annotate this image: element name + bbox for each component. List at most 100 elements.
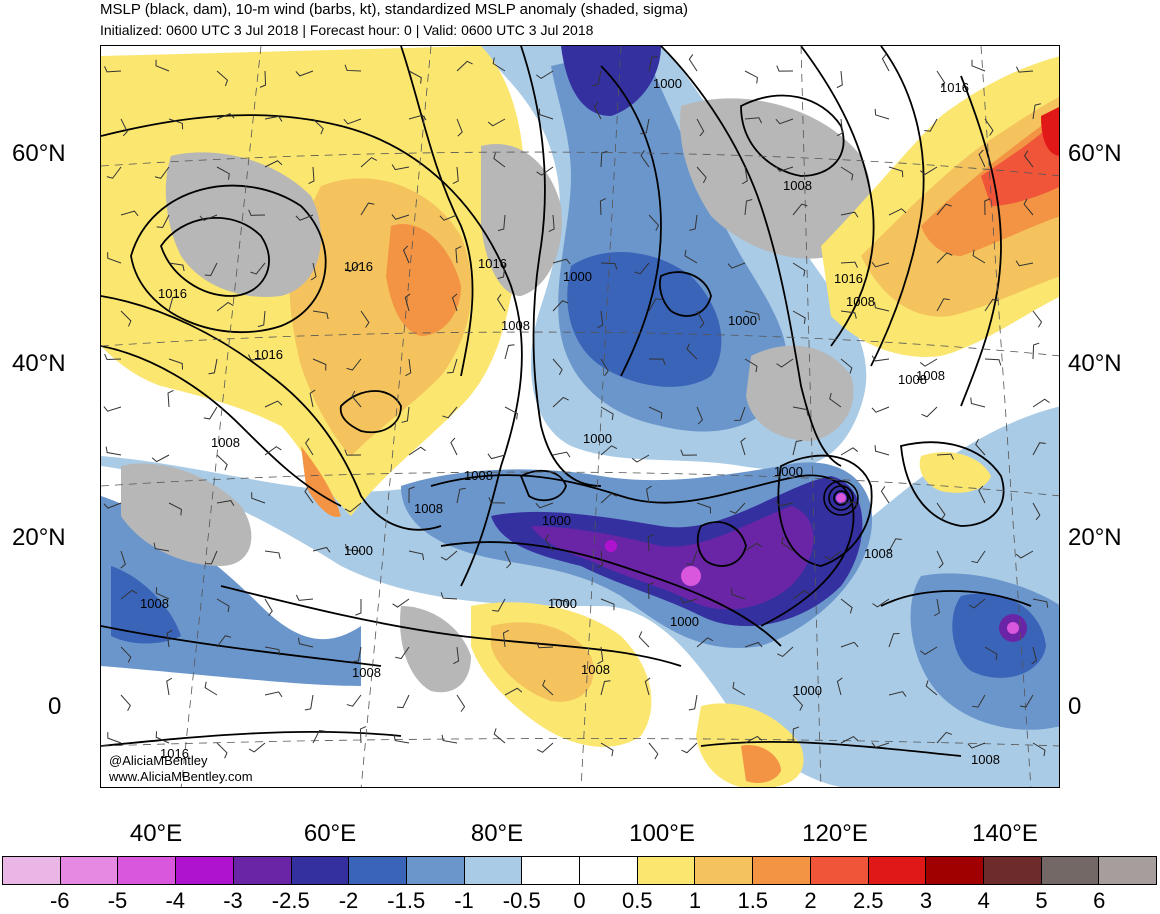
colorbar-label: 1.5 <box>737 888 769 913</box>
wind-barb <box>295 70 314 77</box>
credit-website: www.AliciaMBentley.com <box>109 769 253 784</box>
anomaly-blue-north <box>561 46 661 116</box>
wind-barb <box>552 258 571 265</box>
wind-barb <box>648 298 662 312</box>
wind-barb <box>936 453 954 460</box>
wind-barb <box>446 358 458 374</box>
colorbar-label: -2 <box>338 888 359 913</box>
wind-barb <box>304 486 314 504</box>
typhoon-center <box>836 493 846 503</box>
wind-barb <box>456 118 463 137</box>
wind-barb <box>775 166 794 172</box>
lat-label-left: 0 <box>48 693 62 720</box>
wind-barb <box>840 310 857 319</box>
wind-barb <box>155 59 170 72</box>
wind-barb <box>936 70 946 88</box>
wind-barb <box>840 598 853 614</box>
colorbar-label: 4 <box>977 888 990 913</box>
wind-barb <box>776 65 794 72</box>
lat-label-right: 40°N <box>1068 350 1122 377</box>
wind-barb <box>106 166 122 179</box>
wind-barb <box>597 310 604 329</box>
anomaly-blue-west <box>111 566 181 644</box>
isobar-label: 1000 <box>542 513 571 528</box>
anomaly-pacific-eye <box>1007 622 1019 634</box>
wind-barb <box>836 677 843 696</box>
wind-barb <box>168 502 182 516</box>
wind-barb <box>216 113 235 120</box>
wind-barb <box>251 492 266 504</box>
wind-barb <box>497 262 506 279</box>
wind-barb <box>536 742 554 753</box>
wind-barb <box>1032 442 1046 456</box>
wind-barb <box>346 358 362 371</box>
wind-barb <box>593 101 602 120</box>
wind-barb <box>408 114 427 121</box>
wind-barb <box>305 437 314 456</box>
colorbar-label: 2 <box>804 888 817 913</box>
isobar-label: 1000 <box>548 596 577 611</box>
wind-barb <box>640 150 650 168</box>
wind-barb <box>259 70 267 88</box>
isobar-label: 1008 <box>464 468 493 483</box>
anomaly-red-east <box>981 117 1059 206</box>
isobar-label: 1000 <box>774 464 803 479</box>
mslp-isobars <box>101 46 1032 757</box>
wind-barb <box>257 310 266 328</box>
wind-barb <box>456 60 473 72</box>
colorbar-swatch <box>1099 857 1157 884</box>
colorbar-swatch <box>233 857 292 884</box>
wind-barb <box>597 646 604 665</box>
colorbar-swatch <box>983 857 1042 884</box>
wind-barb <box>888 538 902 552</box>
wind-barb <box>840 211 859 218</box>
wind-barb <box>120 589 138 600</box>
isobar-label: 1016 <box>158 286 187 301</box>
wind-barb <box>874 445 890 456</box>
lat-label-right: 60°N <box>1068 140 1122 167</box>
wind-barb <box>264 646 281 656</box>
wind-barb <box>792 726 800 744</box>
wind-barb <box>741 166 748 185</box>
wind-barb <box>792 440 803 456</box>
wind-barb <box>151 454 170 463</box>
wind-barb <box>792 406 809 416</box>
wind-barb <box>103 406 122 412</box>
credit-twitter: @AliciaMBentley <box>109 753 208 768</box>
wind-barb <box>684 249 698 264</box>
wind-barb <box>824 550 842 561</box>
colorbar-label: 0 <box>573 888 586 913</box>
wind-barb <box>405 358 412 377</box>
wind-barb <box>888 633 900 648</box>
wind-barb <box>450 437 458 456</box>
wind-barb <box>686 343 698 360</box>
wind-barb <box>359 726 367 744</box>
map-subtitle: Initialized: 0600 UTC 3 Jul 2018 | Forec… <box>100 22 594 38</box>
wind-barb <box>775 118 794 125</box>
wind-barb <box>600 742 614 757</box>
wind-barb <box>391 214 410 220</box>
wind-barb <box>344 64 362 72</box>
wind-barb <box>984 118 994 136</box>
wind-barb <box>456 694 466 712</box>
anomaly-grey-central <box>481 144 562 296</box>
wind-barb <box>600 680 611 696</box>
wind-barb <box>880 486 890 504</box>
wind-barb <box>971 550 986 564</box>
wind-barb <box>264 598 273 617</box>
anomaly-colorbar <box>2 856 1157 885</box>
wind-barb <box>591 70 602 87</box>
wind-barb <box>312 310 329 320</box>
wind-barb <box>792 694 804 711</box>
wind-barb <box>1032 742 1046 757</box>
wind-barb <box>401 406 410 423</box>
wind-barb <box>208 358 218 375</box>
wind-barb <box>648 358 666 365</box>
wind-barb <box>404 293 411 312</box>
wind-barb <box>840 166 854 181</box>
anomaly-yellow-philsea <box>919 452 991 493</box>
wind-barb <box>599 198 607 216</box>
wind-barb <box>408 446 426 456</box>
wind-barb <box>600 150 608 168</box>
lat-label-left: 20°N <box>12 524 66 551</box>
